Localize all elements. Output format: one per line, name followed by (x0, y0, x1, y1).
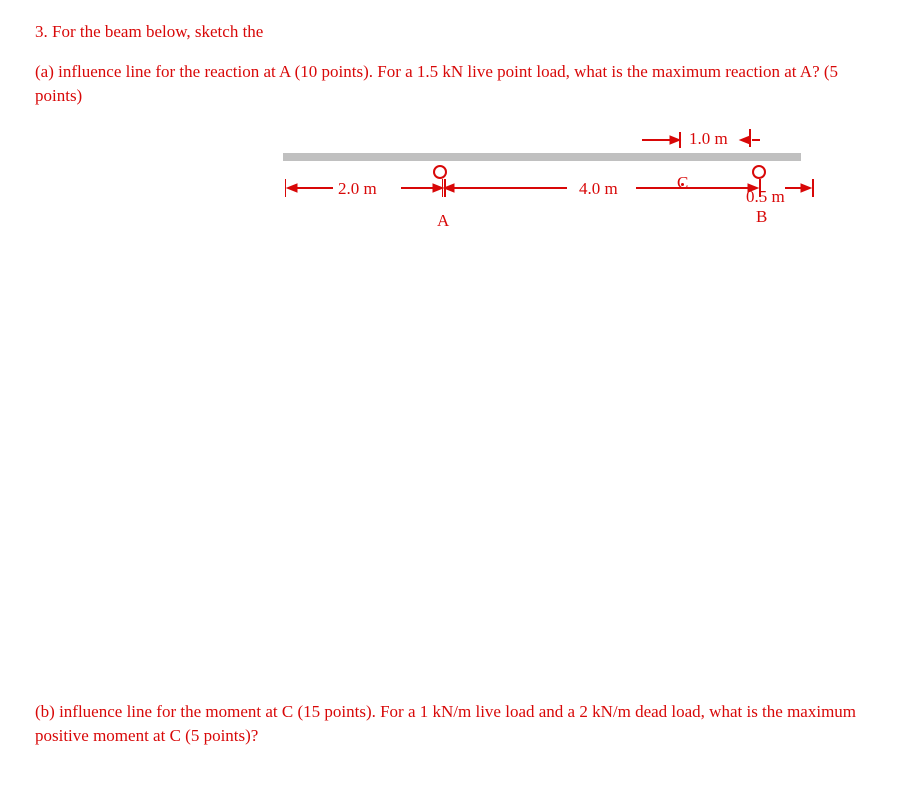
dimension-label-c-b: 1.0 m (689, 129, 728, 149)
support-a-label: A (437, 211, 449, 231)
question-part-b: (b) influence line for the moment at C (… (35, 700, 869, 748)
question-part-a: (a) influence line for the reaction at A… (35, 60, 869, 108)
dimension-label-a-b: 4.0 m (579, 179, 618, 199)
question-number: 3. For the beam below, sketch the (35, 20, 869, 44)
dimension-tick (749, 129, 751, 147)
support-a-symbol (433, 165, 447, 179)
support-b-label: B (756, 207, 767, 227)
dimension-label-left: 2.0 m (338, 179, 377, 199)
dimension-label-right: 0.5 m (746, 187, 785, 207)
support-b-symbol (752, 165, 766, 179)
beam-body (283, 153, 801, 161)
beam-diagram: 1.0 m C 2.0 m 4.0 m 0.5 m A B (283, 121, 823, 241)
